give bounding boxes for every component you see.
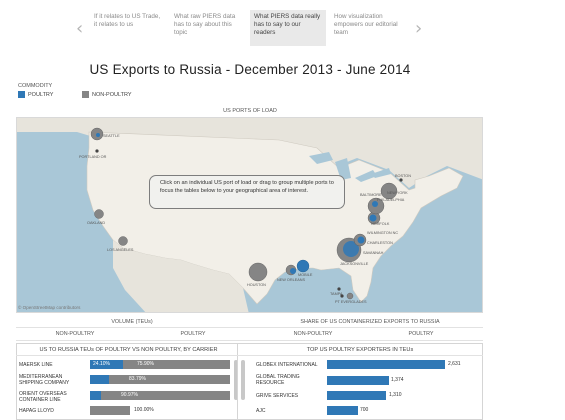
port-bubble-charleston-poultry[interactable] — [357, 236, 365, 244]
map-instruction-tooltip: Click on an individual US port of load o… — [149, 175, 345, 209]
share-poultry-label: POULTRY — [408, 331, 434, 337]
poultry-swatch — [18, 91, 25, 98]
mexico-land — [113, 240, 249, 312]
carousel-prev-arrow[interactable]: ‹ — [76, 18, 84, 39]
exporter-value: 2,631 — [448, 361, 461, 367]
port-dot-tampa[interactable] — [337, 287, 341, 291]
port-label-portland: PORTLAND OR — [79, 155, 107, 159]
carrier-non-poultry-bar[interactable]: 75.90% — [123, 360, 230, 369]
port-bubble-los-angeles[interactable] — [118, 236, 128, 246]
port-bubble-houston[interactable] — [248, 262, 268, 282]
port-label-los-angeles: LOS ANGELES — [107, 248, 134, 252]
port-label-houston: HOUSTON — [247, 283, 266, 287]
carousel-next-arrow[interactable]: › — [415, 18, 423, 39]
carrier-panel-title: US TO RUSSIA TEUs OF POULTRY VS NON POUL… — [39, 347, 218, 353]
volume-non-poultry-label: NON-POULTRY — [55, 331, 95, 337]
exporter-value: 1,310 — [389, 392, 402, 398]
map-canvas[interactable]: SEATTLE PORTLAND OR OAKLAND LOS ANGELES … — [17, 118, 483, 313]
legend-label-poultry: POULTRY — [28, 91, 54, 98]
share-header: SHARE OF US CONTAINERIZED EXPORTS TO RUS… — [300, 319, 440, 325]
port-bubble-baltimore-poultry[interactable] — [372, 201, 378, 207]
port-bubble-new-orleans-poultry[interactable] — [290, 268, 296, 274]
carousel-item-2[interactable]: What raw PIERS data has to say about thi… — [174, 13, 236, 37]
exporter-bar[interactable] — [327, 360, 445, 369]
exporter-bar[interactable] — [327, 376, 389, 385]
exporter-name: AJC — [256, 408, 266, 414]
volume-poultry-label: POULTRY — [180, 331, 206, 337]
port-bubbles — [90, 127, 403, 300]
exporter-name: GLOBEX INTERNATIONAL — [256, 362, 318, 368]
exporter-panel-scrollbar[interactable] — [241, 360, 245, 400]
port-bubble-oakland[interactable] — [94, 209, 104, 219]
legend-label-non-poultry: NON-POULTRY — [92, 91, 132, 98]
port-dot-miami[interactable] — [340, 294, 344, 298]
exporter-bar[interactable] — [327, 391, 386, 400]
port-label-seattle: SEATTLE — [103, 134, 120, 138]
port-label-savannah: SAVANNAH — [363, 251, 384, 255]
port-label-new-york: NEW YORK — [387, 191, 408, 195]
exporter-panel-title: TOP US POULTRY EXPORTERS IN TEUs — [306, 347, 414, 353]
carrier-name: HAPAG LLOYD — [19, 408, 54, 414]
port-label-pt-everglades: PT EVERGLADES — [335, 300, 367, 304]
legend-item-poultry[interactable]: POULTRY — [18, 91, 53, 98]
exporter-name: GRIVE SERVICES — [256, 393, 299, 399]
port-label-mobile: MOBILE — [298, 273, 313, 277]
carrier-poultry-bar[interactable]: 24.10% — [90, 360, 123, 369]
exporter-name: GLOBAL TRADING RESOURCE — [256, 374, 300, 387]
port-label-wilmington: WILMINGTON NC — [367, 231, 398, 235]
carrier-panel-scrollbar[interactable] — [234, 360, 238, 400]
port-label-norfolk: NORFOLK — [371, 222, 390, 226]
carrier-name: MAERSK LINE — [19, 362, 53, 368]
port-dot-portland[interactable] — [95, 149, 99, 153]
summary-divider — [16, 327, 483, 328]
port-label-charleston: CHARLESTON — [367, 241, 393, 245]
port-label-philadelphia: PHILADELPHIA — [377, 198, 405, 202]
map-attribution[interactable]: © OpenStreetMap contributors — [18, 305, 81, 310]
volume-header: VOLUME (TEUs) — [111, 319, 153, 325]
great-lakes — [309, 152, 391, 182]
port-bubble-mobile[interactable] — [296, 259, 310, 273]
carrier-non-poultry-bar[interactable]: 83.79% — [109, 375, 230, 384]
port-bubble-pt-everglades[interactable] — [346, 292, 354, 300]
share-non-poultry-label: NON-POULTRY — [293, 331, 333, 337]
carrier-non-poultry-bar[interactable]: 90.97% — [101, 391, 230, 400]
port-label-boston: BOSTON — [395, 174, 411, 178]
exporter-value: 700 — [360, 407, 369, 413]
port-bubble-new-york[interactable] — [380, 182, 398, 200]
carrier-name: MEDITERRANEAN SHIPPING COMPANY — [19, 374, 70, 387]
carrier-non-poultry-bar[interactable] — [90, 406, 130, 415]
carrier-poultry-bar[interactable] — [90, 375, 109, 384]
port-label-oakland: OAKLAND — [87, 221, 105, 225]
legend-item-non-poultry[interactable]: NON-POULTRY — [82, 91, 132, 98]
port-bubble-savannah-poultry[interactable] — [343, 241, 359, 257]
carousel-item-4[interactable]: How visualization empowers our editorial… — [334, 13, 398, 37]
carrier-non-poultry-value: 100.00% — [134, 407, 154, 413]
carrier-poultry-bar[interactable] — [90, 391, 101, 400]
exporter-bar[interactable] — [327, 406, 358, 415]
carrier-panel-divider — [16, 355, 241, 356]
port-label-jacksonville: JACKSONVILLE — [340, 262, 369, 266]
carousel-item-1[interactable]: If it relates to US Trade, it relates to… — [94, 13, 161, 29]
port-label-new-orleans: NEW ORLEANS — [277, 278, 306, 282]
port-bubble-seattle-poultry[interactable] — [96, 133, 100, 137]
legend-title: COMMODITY — [18, 83, 53, 89]
port-label-baltimore: BALTIMORE — [360, 193, 382, 197]
dashboard-title: US Exports to Russia - December 2013 - J… — [89, 62, 411, 77]
carousel-item-3[interactable]: What PIERS data really has to say to our… — [250, 10, 326, 46]
map-title: US PORTS OF LOAD — [223, 108, 277, 114]
summary-divider-2 — [16, 340, 483, 341]
non-poultry-swatch — [82, 91, 89, 98]
exporter-panel-divider — [237, 355, 483, 356]
us-ports-map[interactable]: SEATTLE PORTLAND OR OAKLAND LOS ANGELES … — [16, 117, 483, 313]
port-label-tampa: TAMPA — [330, 292, 343, 296]
port-dot-boston[interactable] — [399, 178, 403, 182]
port-bubble-norfolk-poultry[interactable] — [369, 214, 377, 222]
carrier-name: ORIENT OVERSEAS CONTAINER LINE — [19, 391, 67, 404]
exporter-value: 1,374 — [391, 377, 404, 383]
